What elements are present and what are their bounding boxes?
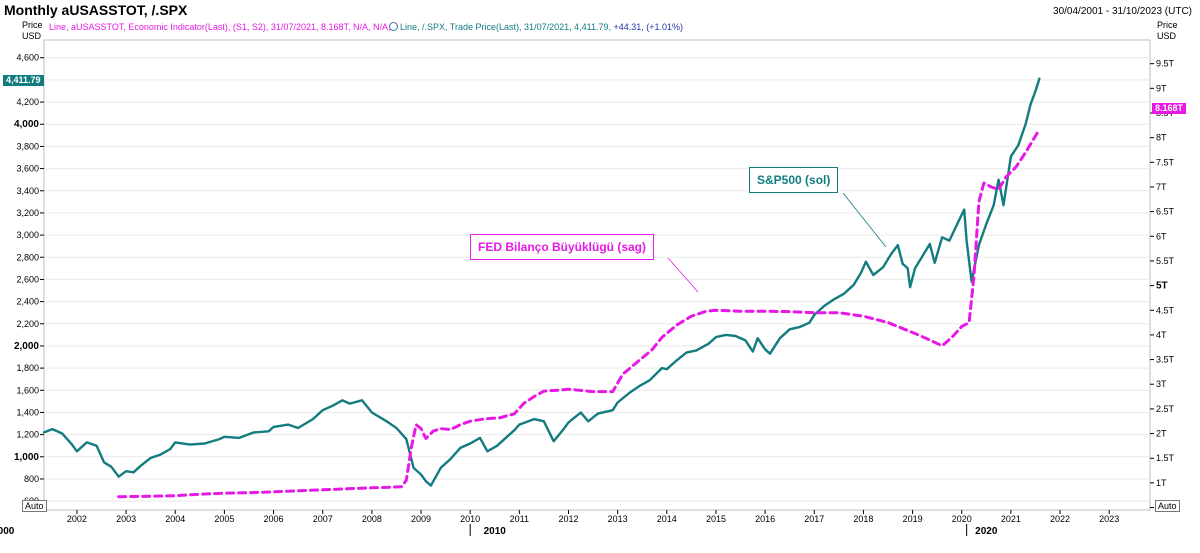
right-unit-line-1: Price: [1157, 20, 1178, 30]
left-tick-label: 3,800: [16, 141, 39, 151]
left-tick-label: 3,600: [16, 164, 39, 174]
auto-scale-right-button[interactable]: Auto: [1155, 500, 1180, 512]
right-tick-label: 9.5T: [1156, 59, 1175, 69]
x-tick-label: 2006: [264, 514, 284, 524]
left-tick-label: 2,200: [16, 319, 39, 329]
right-tick-label: 3.5T: [1156, 355, 1175, 365]
x-tick-label: 2022: [1050, 514, 1070, 524]
right-tick-label: 4T: [1156, 330, 1167, 340]
left-tick-label: 3,000: [16, 230, 39, 240]
right-tick-label: 5T: [1156, 281, 1168, 292]
right-tick-label: 1.5T: [1156, 453, 1175, 463]
x-tick-label: 2010: [460, 514, 480, 524]
spx-last-badge: 4,411.79: [3, 75, 44, 86]
legend-fed: Line, aUSASSTOT, Economic Indicator(Last…: [49, 22, 391, 32]
right-tick-label: 7T: [1156, 182, 1167, 192]
left-tick-label: 4,000: [14, 119, 39, 130]
right-tick-label: 6.5T: [1156, 207, 1175, 217]
left-tick-label: 4,600: [16, 53, 39, 63]
x-tick-label: 2023: [1099, 514, 1119, 524]
x-tick-label: 2005: [214, 514, 234, 524]
x-major-label: 2000: [0, 526, 15, 537]
left-tick-label: 1,600: [16, 385, 39, 395]
left-tick-label: 2,800: [16, 252, 39, 262]
left-tick-label: 3,400: [16, 186, 39, 196]
right-tick-label: 2.5T: [1156, 404, 1175, 414]
spx-annotation: S&P500 (sol): [749, 167, 839, 193]
legend-spx-icon[interactable]: [389, 22, 398, 31]
right-tick-label: 9T: [1156, 83, 1167, 93]
right-unit-label: Price USD: [1157, 20, 1178, 42]
x-tick-label: 2002: [67, 514, 87, 524]
left-tick-label: 2,600: [16, 274, 39, 284]
left-tick-label: 3,200: [16, 208, 39, 218]
left-tick-label: 1,800: [16, 363, 39, 373]
x-tick-label: 2017: [804, 514, 824, 524]
left-tick-label: 2,000: [14, 341, 39, 352]
x-tick-label: 2014: [657, 514, 677, 524]
right-unit-line-2: USD: [1157, 31, 1177, 41]
x-tick-label: 2018: [853, 514, 873, 524]
x-tick-label: 2020: [952, 514, 972, 524]
left-tick-label: 4,200: [16, 97, 39, 107]
left-unit-label: Price USD: [22, 20, 43, 42]
x-major-label: 2020: [975, 526, 998, 537]
fed-series-line: [117, 127, 1041, 499]
chart-title: Monthly aUSASSTOT, /.SPX: [4, 2, 188, 18]
x-tick-label: 2019: [903, 514, 923, 524]
legend-spx-change: +44.31, (+1.01%): [613, 22, 684, 32]
fed-last-badge: 8.168T: [1152, 103, 1187, 114]
right-tick-label: 6T: [1156, 231, 1167, 241]
x-tick-label: 2016: [755, 514, 775, 524]
left-tick-label: 2,400: [16, 297, 39, 307]
right-tick-label: 1T: [1156, 478, 1167, 488]
x-tick-label: 2003: [116, 514, 136, 524]
left-tick-label: 1,200: [16, 430, 39, 440]
x-major-label: 2010: [484, 526, 507, 537]
legend-fed-text: Line, aUSASSTOT, Economic Indicator(Last…: [49, 22, 391, 32]
fed-annotation-leader: [667, 257, 699, 293]
x-tick-label: 2021: [1001, 514, 1021, 524]
x-tick-label: 2004: [165, 514, 185, 524]
fed-annotation: FED Bilanço Büyüklügü (sag): [470, 234, 655, 260]
plot-frame: [43, 39, 1151, 511]
legend-spx: Line, /.SPX, Trade Price(Last), 31/07/20…: [389, 22, 683, 32]
right-tick-label: 7.5T: [1156, 157, 1175, 167]
x-tick-label: 2012: [558, 514, 578, 524]
left-unit-line-1: Price: [22, 20, 43, 30]
spx-annotation-leader: [842, 192, 887, 248]
right-tick-label: 8T: [1156, 133, 1167, 143]
left-tick-label: 800: [24, 474, 39, 484]
right-tick-label: 5.5T: [1156, 256, 1175, 266]
x-tick-label: 2007: [313, 514, 333, 524]
date-range: 30/04/2001 - 31/10/2023 (UTC): [1053, 6, 1192, 17]
auto-scale-left-button[interactable]: Auto: [22, 500, 47, 512]
left-unit-line-2: USD: [22, 31, 42, 41]
legend-spx-text: Line, /.SPX, Trade Price(Last), 31/07/20…: [400, 22, 611, 32]
right-tick-label: 4.5T: [1156, 305, 1175, 315]
right-tick-label: 2T: [1156, 429, 1167, 439]
x-tick-label: 2008: [362, 514, 382, 524]
left-tick-label: 1,000: [14, 452, 39, 463]
left-tick-label: 1,400: [16, 407, 39, 417]
x-tick-label: 2009: [411, 514, 431, 524]
x-tick-label: 2011: [510, 514, 529, 524]
x-tick-label: 2013: [608, 514, 628, 524]
spx-series-line: [42, 77, 1041, 487]
x-tick-label: 2015: [706, 514, 726, 524]
right-tick-label: 3T: [1156, 379, 1167, 389]
